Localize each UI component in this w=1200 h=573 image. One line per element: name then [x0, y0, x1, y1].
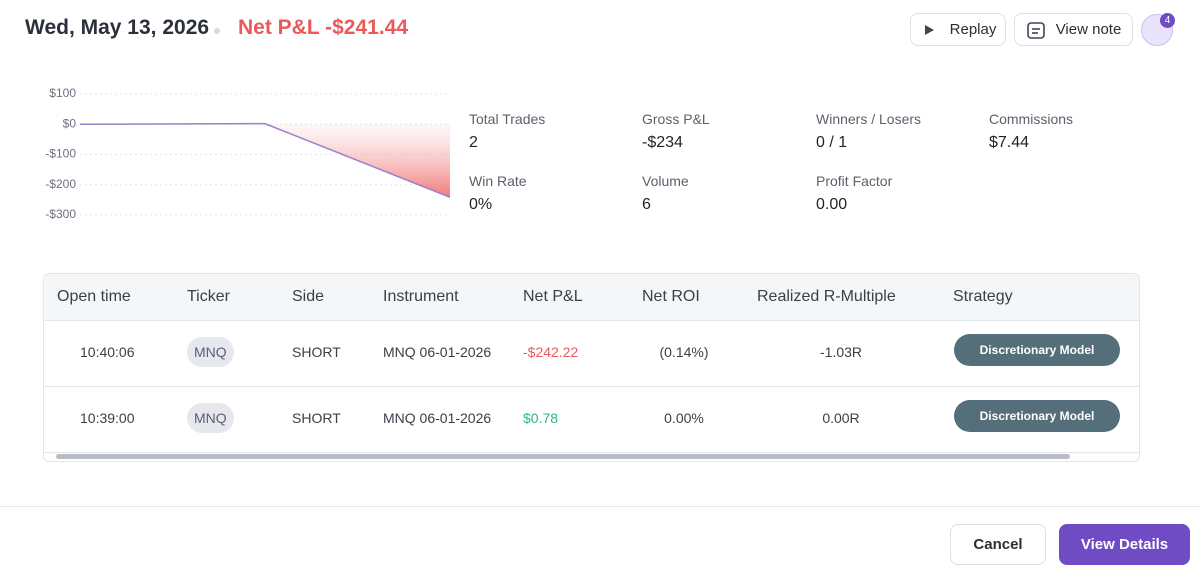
avatar-badge: 4	[1160, 13, 1175, 28]
stat-label: Volume	[642, 173, 689, 189]
stat-label: Total Trades	[469, 111, 546, 127]
cancel-button[interactable]: Cancel	[950, 524, 1046, 565]
stat-label: Gross P&L	[642, 111, 710, 127]
view-note-label: View note	[1055, 21, 1122, 38]
column-header: Net P&L	[523, 288, 583, 305]
play-icon	[924, 24, 934, 35]
column-header: Ticker	[187, 288, 230, 305]
side: SHORT	[292, 410, 341, 426]
loss-area	[80, 124, 450, 198]
scrollbar[interactable]	[56, 454, 1070, 459]
divider	[0, 506, 1200, 507]
strategy-tag[interactable]: Discretionary Model	[954, 400, 1120, 432]
net-pnl: -$242.22	[523, 344, 579, 360]
instrument: MNQ 06-01-2026	[383, 410, 492, 426]
column-header: Strategy	[953, 288, 1013, 305]
open-time: 10:39:00	[80, 410, 135, 426]
stat-value: 0%	[469, 196, 493, 213]
y-tick-label: -$200	[45, 177, 76, 191]
ticker-tag: MNQ	[187, 403, 234, 433]
view-note-button[interactable]: View note	[1014, 13, 1133, 46]
replay-button[interactable]: Replay	[910, 13, 1006, 46]
y-tick-label: -$300	[45, 207, 76, 221]
pnl-line	[79, 122, 451, 198]
column-header: Realized R-Multiple	[757, 288, 896, 305]
r-multiple: 0.00R	[822, 410, 860, 426]
table-header: Open time Ticker Side Instrument Net P&L Net …	[44, 274, 1139, 321]
trades-table: Open time Ticker Side Instrument Net P&L Net …	[43, 273, 1140, 462]
stat-value: 0.00	[816, 196, 848, 213]
net-pnl: $0.78	[523, 410, 559, 426]
y-tick-label: -$100	[45, 147, 76, 161]
table-row[interactable]: 10:40:06 MNQ SHORT MNQ 06-01-2026 -$242.22 (0…	[44, 320, 1139, 387]
stat-value: -$234	[642, 134, 683, 151]
instrument: MNQ 06-01-2026	[383, 344, 492, 360]
stat-label: Winners / Losers	[816, 111, 922, 127]
strategy-tag[interactable]: Discretionary Model	[954, 334, 1120, 366]
column-header: Net ROI	[642, 288, 700, 305]
date: Wed, May 13, 2026	[25, 16, 210, 39]
y-tick-label: $0	[63, 116, 77, 130]
net-pnl: Net P&L -$241.44	[238, 16, 409, 39]
stat-label: Commissions	[989, 111, 1074, 127]
column-header: Side	[292, 288, 325, 305]
stat-value: $7.44	[989, 134, 1030, 151]
column-header: Open time	[57, 288, 131, 305]
stat-value: 0 / 1	[816, 134, 848, 151]
pnl-chart: $100 $0 -$100 -$200 -$300	[45, 86, 451, 221]
replay-label: Replay	[949, 21, 997, 38]
separator	[214, 28, 220, 34]
net-roi: 0.00%	[664, 410, 704, 426]
net-roi: (0.14%)	[659, 344, 709, 360]
stat-value: 2	[469, 134, 478, 151]
stat-label: Win Rate	[469, 173, 527, 189]
y-tick-label: $100	[49, 86, 76, 100]
open-time: 10:40:06	[80, 344, 135, 360]
view-details-button[interactable]: View Details	[1059, 524, 1190, 565]
table-row[interactable]: 10:39:00 MNQ SHORT MNQ 06-01-2026 $0.78 0.00%…	[44, 386, 1139, 453]
ticker-tag: MNQ	[187, 337, 234, 367]
stat-label: Profit Factor	[816, 173, 893, 189]
side: SHORT	[292, 344, 341, 360]
r-multiple: -1.03R	[819, 344, 863, 360]
note-icon	[1026, 21, 1045, 39]
stat-value: 6	[642, 196, 651, 213]
column-header: Instrument	[383, 288, 459, 305]
